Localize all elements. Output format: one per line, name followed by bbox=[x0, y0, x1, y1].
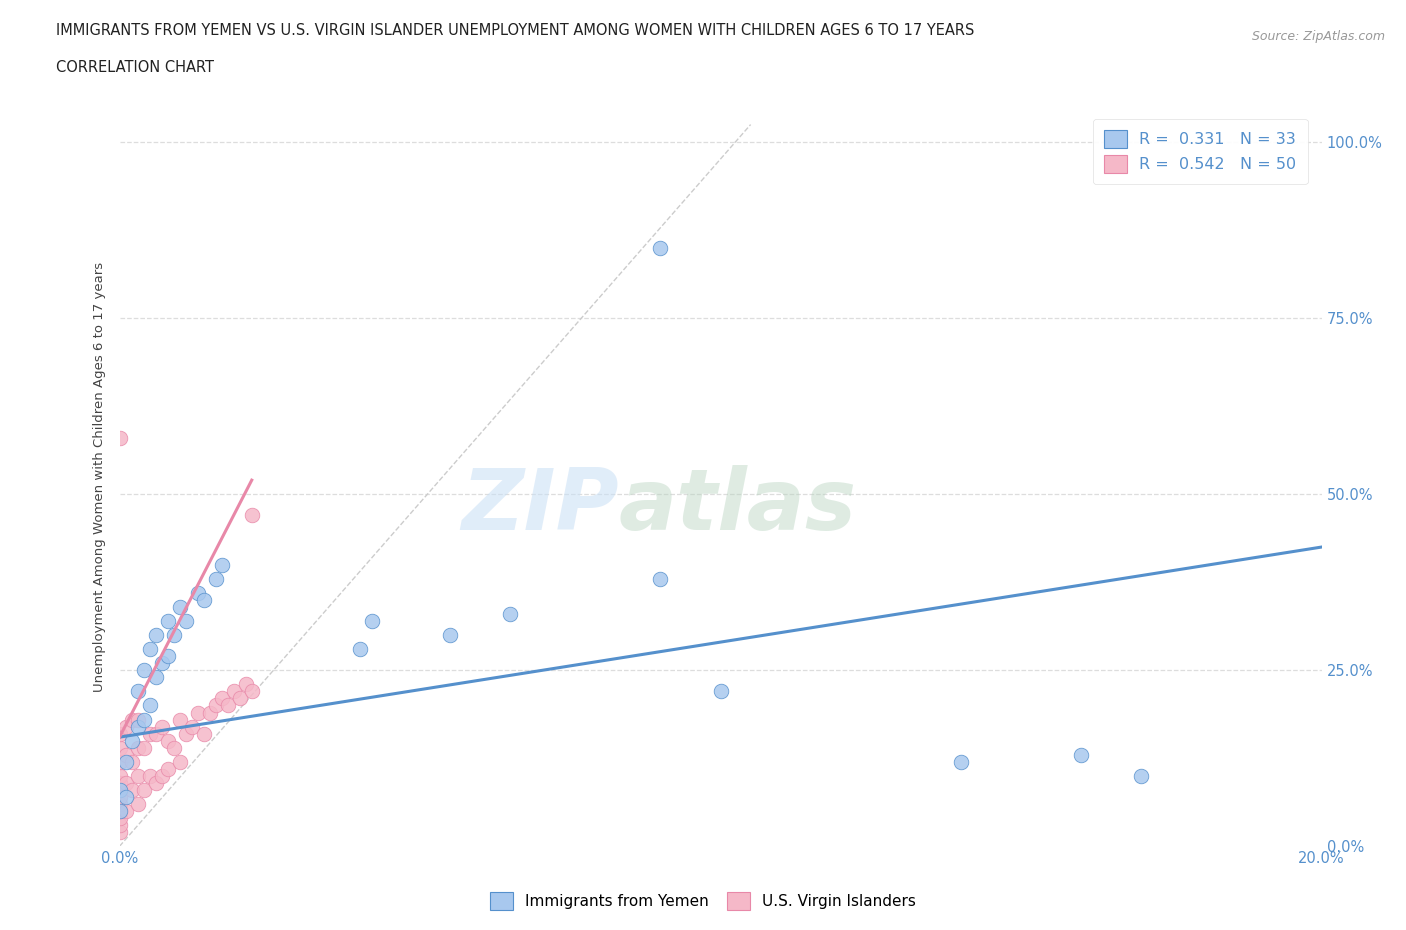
Point bbox=[180, 719, 202, 734]
Point bbox=[132, 712, 155, 727]
Point bbox=[127, 684, 149, 698]
Point bbox=[1130, 768, 1153, 783]
Point bbox=[108, 797, 131, 812]
Point bbox=[108, 804, 131, 818]
Point bbox=[950, 754, 973, 769]
Point bbox=[108, 811, 131, 826]
Point bbox=[108, 431, 131, 445]
Point bbox=[211, 557, 233, 572]
Point bbox=[361, 614, 384, 629]
Point bbox=[150, 656, 173, 671]
Point bbox=[127, 768, 149, 783]
Point bbox=[114, 804, 136, 818]
Point bbox=[156, 614, 179, 629]
Text: ZIP: ZIP bbox=[461, 465, 619, 548]
Point bbox=[169, 712, 191, 727]
Point bbox=[108, 817, 131, 832]
Point bbox=[127, 797, 149, 812]
Point bbox=[138, 642, 160, 657]
Point bbox=[132, 782, 155, 797]
Point bbox=[121, 733, 143, 748]
Point bbox=[132, 740, 155, 755]
Point bbox=[138, 768, 160, 783]
Point bbox=[108, 825, 131, 840]
Point bbox=[174, 726, 197, 741]
Point bbox=[650, 240, 672, 255]
Point bbox=[108, 740, 131, 755]
Point bbox=[145, 726, 167, 741]
Point bbox=[439, 628, 461, 643]
Point bbox=[240, 684, 263, 698]
Legend: R =  0.331   N = 33, R =  0.542   N = 50: R = 0.331 N = 33, R = 0.542 N = 50 bbox=[1092, 119, 1308, 184]
Point bbox=[156, 649, 179, 664]
Point bbox=[499, 606, 522, 621]
Point bbox=[187, 585, 209, 600]
Point bbox=[114, 790, 136, 804]
Point bbox=[187, 705, 209, 720]
Point bbox=[156, 733, 179, 748]
Point bbox=[204, 698, 226, 713]
Point bbox=[156, 762, 179, 777]
Point bbox=[108, 804, 131, 818]
Point bbox=[127, 740, 149, 755]
Point bbox=[650, 571, 672, 586]
Point bbox=[193, 592, 215, 607]
Point bbox=[108, 782, 131, 797]
Point bbox=[150, 719, 173, 734]
Point bbox=[114, 754, 136, 769]
Point bbox=[108, 726, 131, 741]
Point bbox=[145, 776, 167, 790]
Point bbox=[709, 684, 731, 698]
Point bbox=[174, 614, 197, 629]
Point bbox=[204, 571, 226, 586]
Point bbox=[138, 726, 160, 741]
Point bbox=[121, 782, 143, 797]
Point bbox=[162, 628, 184, 643]
Point bbox=[228, 691, 252, 706]
Point bbox=[145, 628, 167, 643]
Point bbox=[121, 712, 143, 727]
Text: CORRELATION CHART: CORRELATION CHART bbox=[56, 60, 214, 75]
Point bbox=[108, 782, 131, 797]
Point bbox=[193, 726, 215, 741]
Text: atlas: atlas bbox=[619, 465, 856, 548]
Y-axis label: Unemployment Among Women with Children Ages 6 to 17 years: Unemployment Among Women with Children A… bbox=[93, 261, 107, 692]
Point bbox=[114, 748, 136, 763]
Point bbox=[108, 776, 131, 790]
Point bbox=[108, 790, 131, 804]
Point bbox=[145, 670, 167, 684]
Text: Source: ZipAtlas.com: Source: ZipAtlas.com bbox=[1251, 30, 1385, 43]
Point bbox=[169, 754, 191, 769]
Point bbox=[1070, 748, 1092, 763]
Point bbox=[222, 684, 245, 698]
Point bbox=[121, 754, 143, 769]
Point bbox=[162, 740, 184, 755]
Point bbox=[240, 508, 263, 523]
Point bbox=[235, 677, 257, 692]
Point bbox=[114, 719, 136, 734]
Point bbox=[108, 768, 131, 783]
Point bbox=[127, 719, 149, 734]
Point bbox=[138, 698, 160, 713]
Point bbox=[114, 776, 136, 790]
Text: IMMIGRANTS FROM YEMEN VS U.S. VIRGIN ISLANDER UNEMPLOYMENT AMONG WOMEN WITH CHIL: IMMIGRANTS FROM YEMEN VS U.S. VIRGIN ISL… bbox=[56, 23, 974, 38]
Point bbox=[198, 705, 221, 720]
Point bbox=[132, 663, 155, 678]
Point bbox=[169, 600, 191, 615]
Legend: Immigrants from Yemen, U.S. Virgin Islanders: Immigrants from Yemen, U.S. Virgin Islan… bbox=[482, 884, 924, 918]
Point bbox=[108, 754, 131, 769]
Point bbox=[211, 691, 233, 706]
Point bbox=[127, 712, 149, 727]
Point bbox=[217, 698, 239, 713]
Point bbox=[349, 642, 371, 657]
Point bbox=[150, 768, 173, 783]
